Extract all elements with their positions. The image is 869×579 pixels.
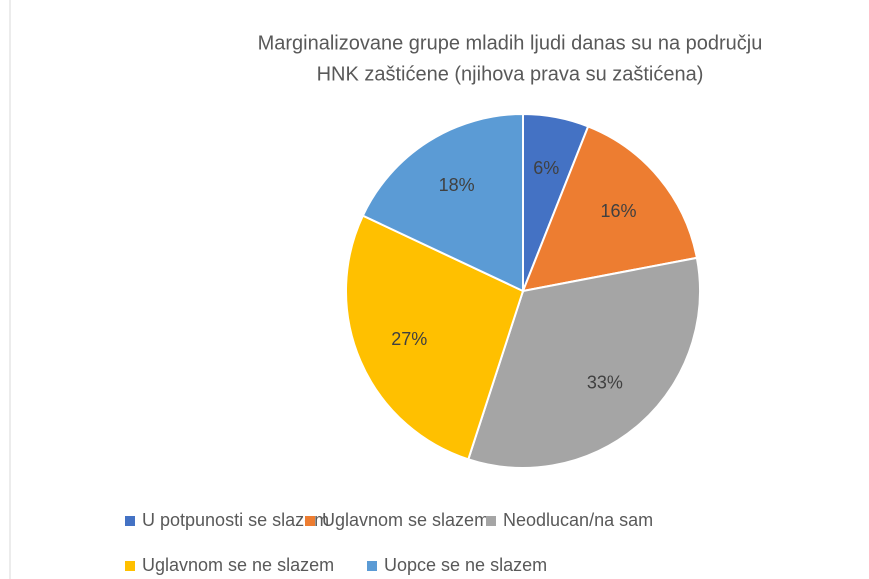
chart-title: Marginalizovane grupe mladih ljudi danas… bbox=[258, 32, 763, 54]
data-label: 27% bbox=[391, 329, 427, 349]
legend-swatch bbox=[125, 516, 135, 526]
data-label: 6% bbox=[533, 158, 559, 178]
pie-slice bbox=[345, 214, 525, 461]
data-label: 18% bbox=[439, 175, 475, 195]
legend-label: U potpunosti se slazem bbox=[142, 510, 329, 530]
pie-slice bbox=[467, 256, 701, 469]
pie-slice bbox=[361, 112, 524, 293]
legend-swatch bbox=[305, 516, 315, 526]
chart-title: HNK zaštićene (njihova prava su zaštićen… bbox=[317, 63, 704, 85]
legend-label: Uglavnom se slazem bbox=[322, 510, 489, 530]
data-label: 16% bbox=[600, 201, 636, 221]
legend-swatch bbox=[367, 561, 377, 571]
legend-label: Neodlucan/na sam bbox=[503, 510, 653, 530]
legend-swatch bbox=[125, 561, 135, 571]
legend-label: Uopce se ne slazem bbox=[384, 555, 547, 575]
legend-label: Uglavnom se ne slazem bbox=[142, 555, 334, 575]
data-label: 33% bbox=[587, 373, 623, 393]
pie-slice bbox=[521, 125, 699, 293]
legend-swatch bbox=[486, 516, 496, 526]
